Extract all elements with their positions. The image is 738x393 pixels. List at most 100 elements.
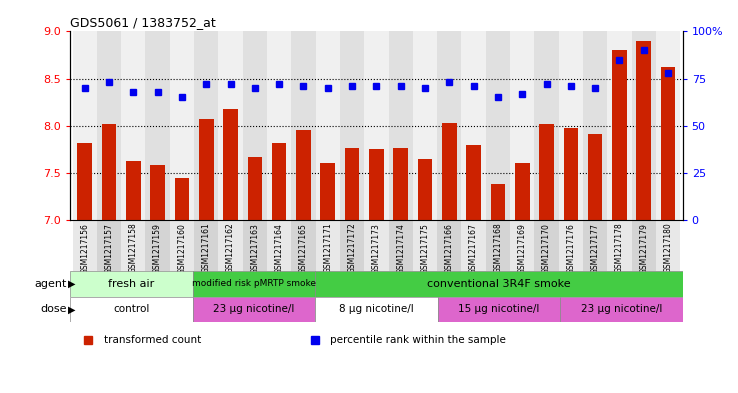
Bar — [72, 220, 97, 271]
Bar — [151, 165, 165, 220]
Bar — [491, 184, 506, 220]
Text: GSM1217165: GSM1217165 — [299, 222, 308, 274]
Text: transformed count: transformed count — [104, 335, 201, 345]
Bar — [126, 161, 141, 220]
Bar — [272, 143, 286, 220]
Bar — [102, 124, 117, 220]
Bar — [539, 124, 554, 220]
Bar — [97, 31, 121, 220]
Bar — [413, 31, 437, 220]
Bar — [315, 297, 438, 322]
Text: GSM1217174: GSM1217174 — [396, 222, 405, 274]
Bar — [267, 31, 292, 220]
Bar — [534, 31, 559, 220]
Text: ▶: ▶ — [68, 305, 75, 314]
Text: conventional 3R4F smoke: conventional 3R4F smoke — [427, 279, 570, 289]
Bar — [316, 220, 340, 271]
Text: GSM1217167: GSM1217167 — [469, 222, 478, 274]
Bar — [564, 128, 578, 220]
Bar — [656, 31, 680, 220]
Text: percentile rank within the sample: percentile rank within the sample — [331, 335, 506, 345]
Bar — [292, 31, 316, 220]
Bar — [486, 31, 510, 220]
Bar — [656, 220, 680, 271]
Bar — [560, 297, 683, 322]
Text: GSM1217164: GSM1217164 — [275, 222, 283, 274]
Bar — [218, 31, 243, 220]
Text: GSM1217176: GSM1217176 — [566, 222, 576, 274]
Bar — [632, 31, 656, 220]
Bar — [70, 297, 193, 322]
Bar — [534, 220, 559, 271]
Bar — [413, 220, 437, 271]
Bar — [632, 220, 656, 271]
Bar — [418, 159, 432, 220]
Bar — [223, 109, 238, 220]
Text: GSM1217180: GSM1217180 — [663, 222, 672, 274]
Bar — [243, 31, 267, 220]
Bar — [486, 220, 510, 271]
Bar — [612, 50, 627, 220]
Bar — [345, 149, 359, 220]
Bar — [193, 297, 315, 322]
Text: 23 μg nicotine/l: 23 μg nicotine/l — [581, 305, 662, 314]
Bar — [365, 220, 388, 271]
Bar — [194, 31, 218, 220]
Bar — [607, 220, 632, 271]
Bar — [607, 31, 632, 220]
Bar — [243, 220, 267, 271]
Bar — [466, 145, 481, 220]
Text: agent: agent — [34, 279, 66, 289]
Text: GSM1217160: GSM1217160 — [177, 222, 187, 274]
Text: GSM1217171: GSM1217171 — [323, 222, 332, 274]
Bar — [194, 220, 218, 271]
Bar — [437, 31, 461, 220]
Bar — [369, 149, 384, 220]
Text: GSM1217158: GSM1217158 — [129, 222, 138, 274]
Bar — [588, 134, 602, 220]
Text: GSM1217169: GSM1217169 — [518, 222, 527, 274]
Bar — [72, 31, 97, 220]
Bar — [515, 163, 530, 220]
Bar — [315, 271, 683, 297]
Text: GSM1217163: GSM1217163 — [250, 222, 259, 274]
Bar — [461, 220, 486, 271]
Bar — [510, 31, 534, 220]
Bar — [661, 67, 675, 220]
Bar — [145, 31, 170, 220]
Bar — [170, 220, 194, 271]
Bar — [121, 220, 145, 271]
Text: GSM1217168: GSM1217168 — [494, 222, 503, 274]
Bar — [292, 220, 316, 271]
Bar — [583, 31, 607, 220]
Text: GSM1217177: GSM1217177 — [590, 222, 600, 274]
Text: GSM1217178: GSM1217178 — [615, 222, 624, 274]
Text: GSM1217179: GSM1217179 — [639, 222, 648, 274]
Bar — [388, 220, 413, 271]
Bar — [559, 220, 583, 271]
Text: 23 μg nicotine/l: 23 μg nicotine/l — [213, 305, 294, 314]
Bar — [316, 31, 340, 220]
Bar — [296, 130, 311, 220]
Bar — [121, 31, 145, 220]
Bar — [437, 220, 461, 271]
Text: GSM1217170: GSM1217170 — [542, 222, 551, 274]
Text: GSM1217161: GSM1217161 — [201, 222, 211, 274]
Bar — [510, 220, 534, 271]
Bar — [175, 178, 189, 220]
Bar — [320, 163, 335, 220]
Bar — [438, 297, 560, 322]
Text: ▶: ▶ — [68, 279, 75, 289]
Text: fresh air: fresh air — [108, 279, 154, 289]
Bar — [170, 31, 194, 220]
Text: dose: dose — [40, 305, 66, 314]
Bar — [193, 271, 315, 297]
Bar — [247, 157, 262, 220]
Bar — [145, 220, 170, 271]
Bar — [340, 220, 365, 271]
Bar — [267, 220, 292, 271]
Bar — [559, 31, 583, 220]
Text: GSM1217166: GSM1217166 — [445, 222, 454, 274]
Bar — [365, 31, 388, 220]
Text: GSM1217157: GSM1217157 — [105, 222, 114, 274]
